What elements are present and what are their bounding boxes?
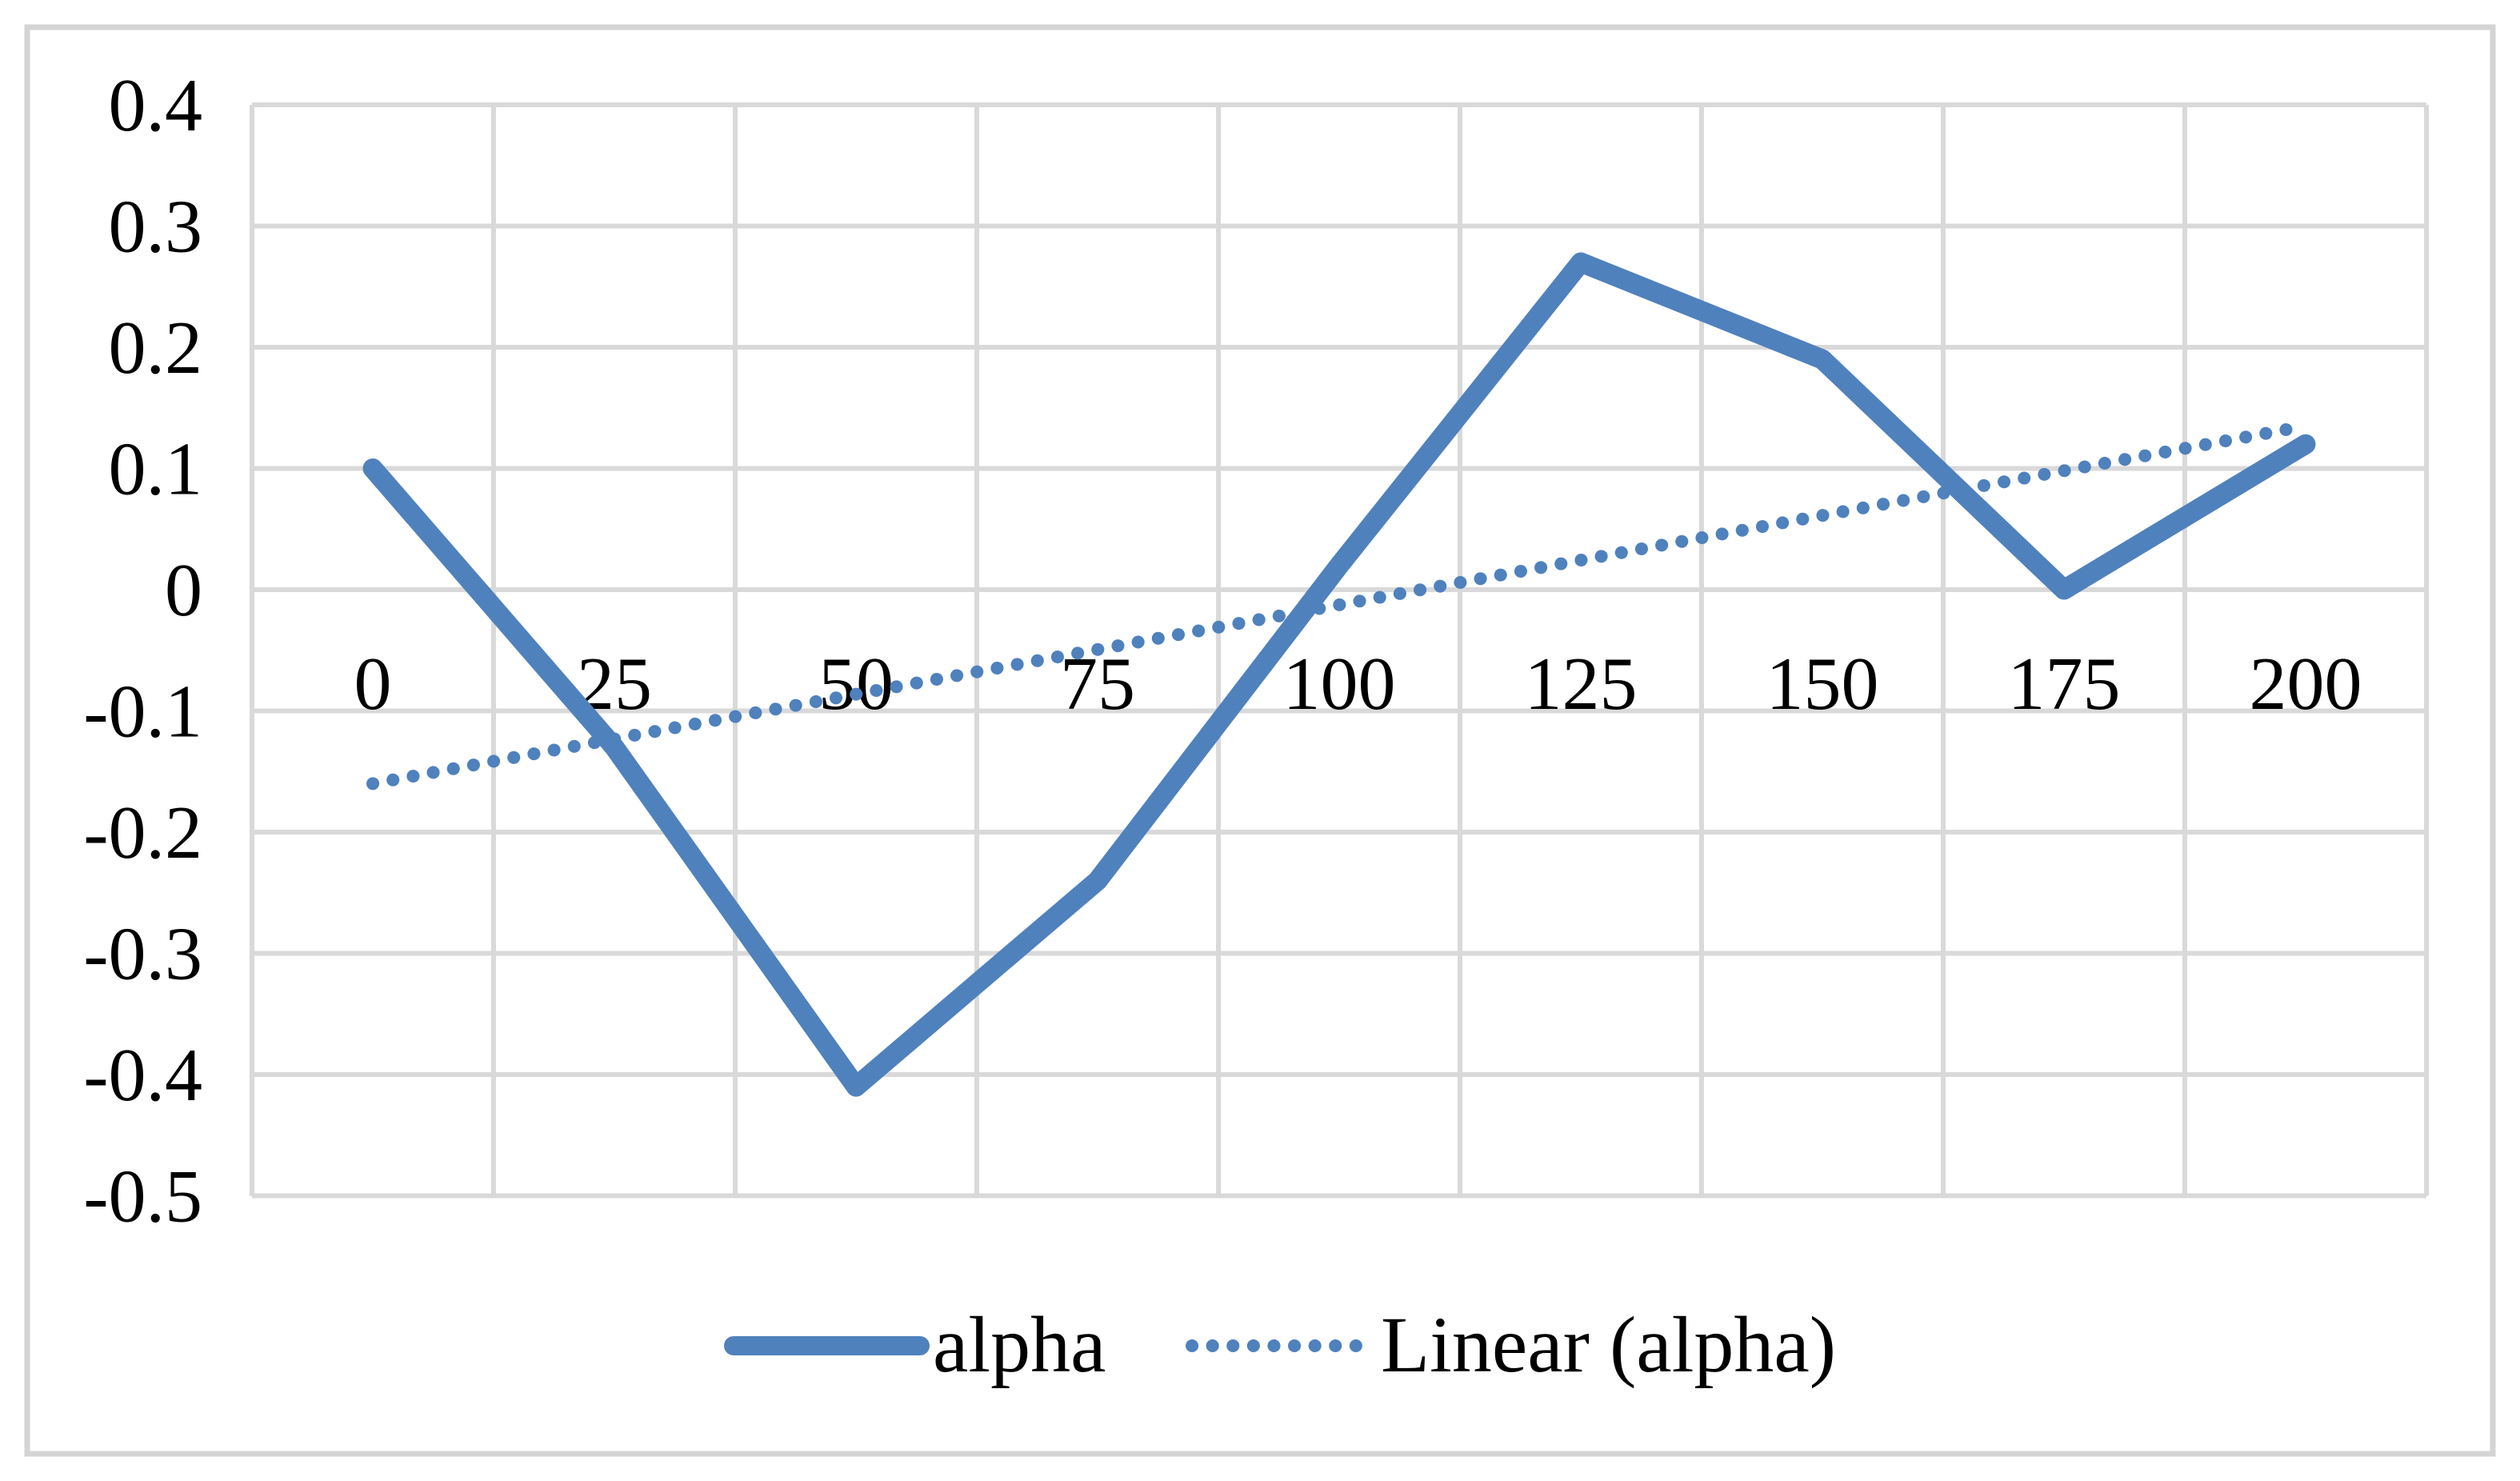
legend-alpha-label: alpha [933,1300,1106,1389]
y-tick-label: -0.2 [83,791,202,875]
y-tick-label: 0.1 [109,428,203,511]
y-tick-label: 0.3 [109,186,203,269]
x-axis-tick-labels: 0 25 50 75 100 125 150 175 200 [354,642,2362,726]
x-tick-label: 50 [818,642,894,726]
x-tick-label: 200 [2250,642,2362,726]
alpha-series-line [362,252,2316,1097]
y-tick-label: 0.2 [109,306,203,390]
x-tick-label: 100 [1283,642,1396,726]
x-tick-label: 175 [2008,642,2121,726]
y-tick-label: -0.1 [83,670,202,754]
y-tick-label: -0.3 [83,913,202,996]
y-tick-label: -0.5 [83,1155,202,1239]
x-tick-label: 0 [354,642,392,726]
y-axis-tick-labels: 0.4 0.3 0.2 0.1 0 -0.1 -0.2 -0.3 -0.4 -0.5 [83,64,202,1239]
y-tick-label: 0 [165,549,202,632]
legend-linear-label: Linear (alpha) [1381,1300,1836,1389]
y-tick-label: 0.4 [109,64,203,147]
x-tick-label: 125 [1525,642,1638,726]
linear-trendline [366,419,2312,791]
y-tick-label: -0.4 [83,1034,202,1117]
figure-border [24,24,2496,1457]
legend: alpha Linear (alpha) [724,1300,1836,1389]
x-tick-label: 150 [1766,642,1879,726]
